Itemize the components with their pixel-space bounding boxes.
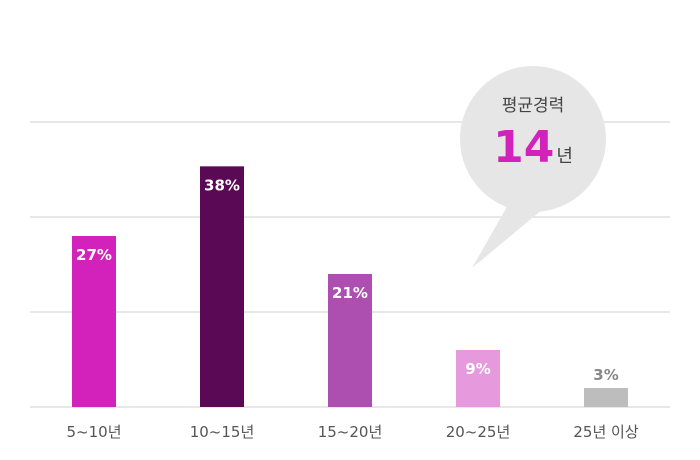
bar-3: [328, 274, 372, 407]
bar-2: [200, 166, 244, 407]
average-career-callout: 평균경력 14 년: [460, 66, 606, 268]
category-label: 20~25년: [446, 423, 511, 441]
category-label: 15~20년: [318, 423, 383, 441]
category-label: 5~10년: [67, 423, 122, 441]
callout-bubble-circle: [460, 66, 606, 212]
bars: 27% 5~10년 38% 10~15년 21% 15~20년 9% 20~25년 3% 25년 …: [67, 166, 639, 441]
bar-value-label: 38%: [204, 176, 240, 194]
bar-value-label: 3%: [593, 366, 618, 384]
bar-5: [584, 388, 628, 407]
bar-1: [72, 236, 116, 407]
bar-value-label: 9%: [465, 360, 490, 378]
bar-value-label: 27%: [76, 246, 112, 264]
callout-unit: 년: [556, 146, 573, 167]
callout-bubble: [472, 205, 543, 268]
bar-4: [456, 350, 500, 407]
callout-value: 14: [493, 122, 554, 173]
category-label: 10~15년: [190, 423, 255, 441]
category-label: 25년 이상: [573, 423, 638, 441]
bar-value-label: 21%: [332, 284, 368, 302]
callout-title: 평균경력: [502, 96, 565, 116]
callout-value-line: 14 년: [493, 122, 573, 173]
